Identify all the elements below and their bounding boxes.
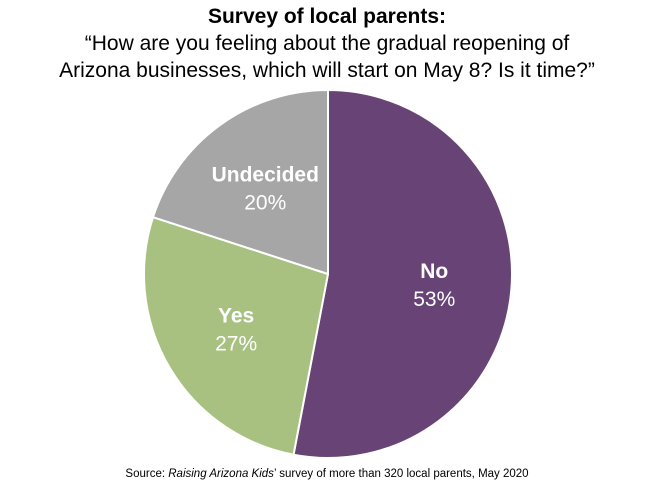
slice-value-yes: 27% xyxy=(215,332,257,355)
chart-title: Survey of local parents: xyxy=(207,5,447,28)
subtitle-line-2: Arizona businesses, which will start on … xyxy=(59,59,595,82)
slice-value-undecided: 20% xyxy=(244,192,286,215)
slice-value-no: 53% xyxy=(413,288,455,311)
pie-slice-no xyxy=(292,89,513,459)
slice-label-yes: Yes xyxy=(218,304,254,327)
pie-slice-yes xyxy=(143,216,329,456)
source-note: Source: Raising Arizona Kids’ survey of … xyxy=(0,466,654,482)
slice-label-no: No xyxy=(420,260,448,283)
source-publication: Raising Arizona Kids xyxy=(168,468,274,480)
slice-label-undecided: Undecided xyxy=(212,164,319,187)
source-suffix: ’ survey of more than 320 local parents,… xyxy=(273,468,529,480)
source-prefix: Source: xyxy=(125,468,169,480)
chart-subtitle: “How are you feeling about the gradual r… xyxy=(0,30,654,84)
pie-slice-undecided xyxy=(152,89,329,275)
subtitle-line-1: “How are you feeling about the gradual r… xyxy=(84,32,570,55)
